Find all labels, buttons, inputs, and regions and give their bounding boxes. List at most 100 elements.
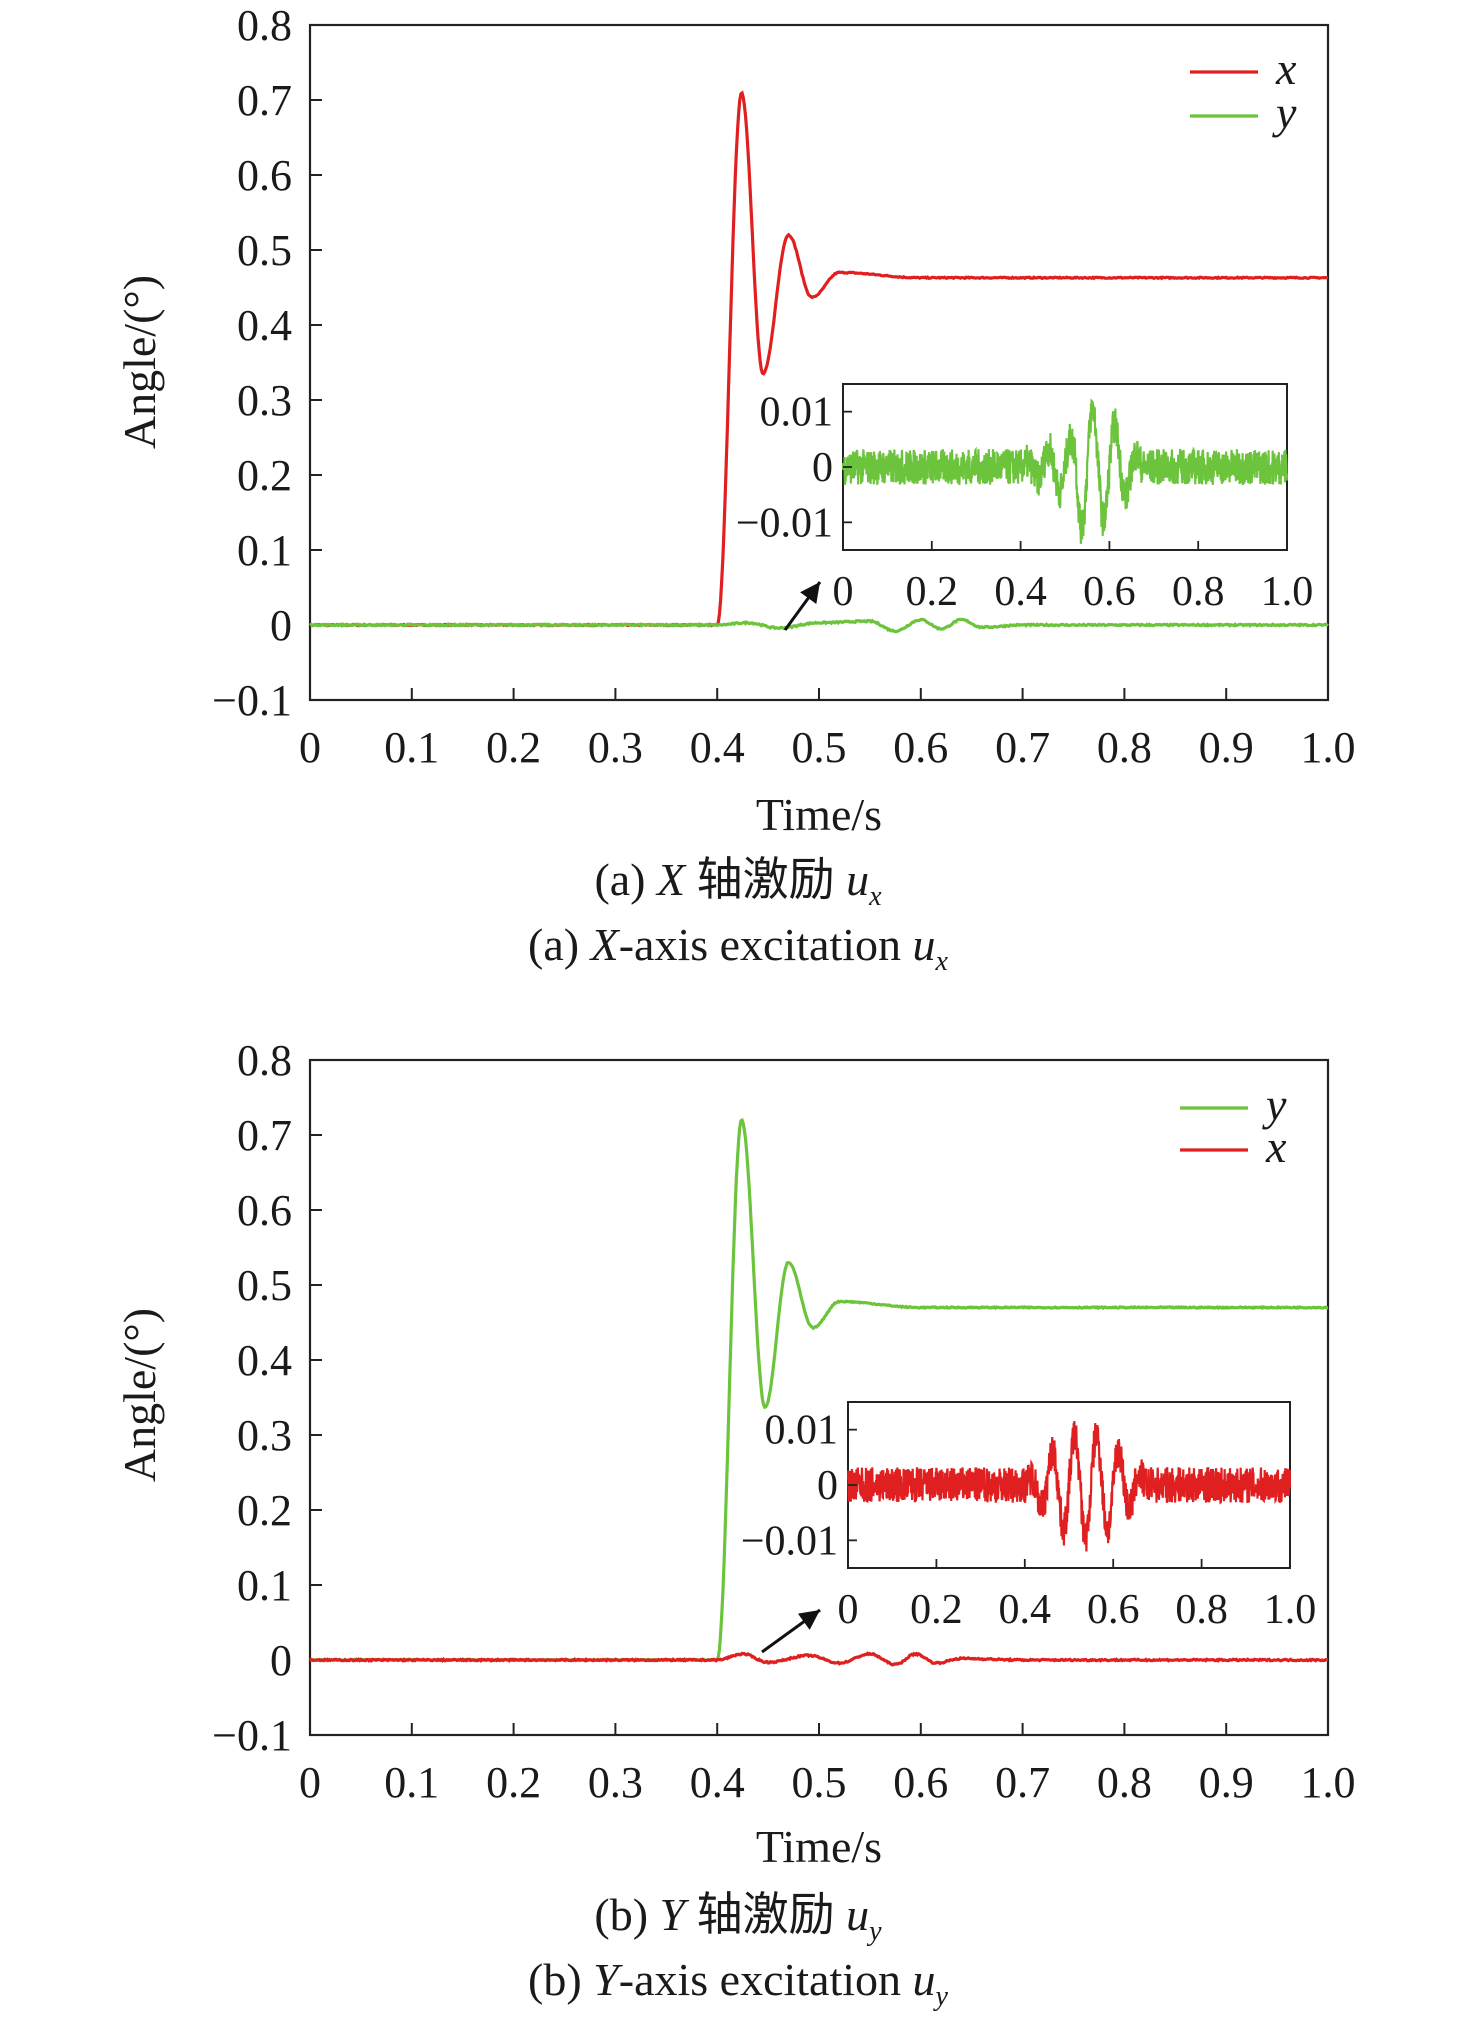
x-tick-label: 0 — [299, 723, 321, 772]
x-tick-label: 0.1 — [384, 1758, 439, 1807]
y-tick-label: 0.3 — [237, 1411, 292, 1460]
x-tick-label: 0.8 — [1097, 1758, 1152, 1807]
inset-x-tick-label: 0.8 — [1172, 569, 1225, 615]
x-tick-label: 0.2 — [486, 723, 541, 772]
legend-label-x: x — [1265, 1121, 1287, 1172]
inset-y-tick-label: 0 — [812, 445, 833, 491]
inset-y-tick-label: 0.01 — [765, 1408, 839, 1454]
inset-x-tick-label: 0 — [833, 569, 854, 615]
x-tick-label: 0.5 — [792, 723, 847, 772]
inset-x-tick-label: 1.0 — [1264, 1587, 1317, 1633]
y-tick-label: 0.8 — [237, 1036, 292, 1085]
inset-x-tick-label: 0.2 — [906, 569, 959, 615]
inset-y-tick-label: −0.01 — [736, 500, 833, 546]
series-line-y — [309, 1117, 1329, 1663]
caption-prefix: (b) — [594, 1889, 659, 1940]
inset-x-tick-label: 0.4 — [999, 1587, 1052, 1633]
inset-y-tick-label: 0.01 — [760, 390, 834, 436]
inset-series-line — [846, 1421, 1292, 1552]
y-tick-label: 0.5 — [237, 226, 292, 275]
y-tick-label: 0.6 — [237, 1186, 292, 1235]
inset-x-tick-label: 0.8 — [1175, 1587, 1228, 1633]
y-tick-label: 0 — [270, 601, 292, 650]
x-tick-label: 0.6 — [893, 723, 948, 772]
caption-var: u — [846, 854, 869, 905]
inset-x-tick-label: 0.6 — [1087, 1587, 1140, 1633]
legend: yx — [1180, 1079, 1287, 1172]
caption-var: u — [846, 1889, 869, 1940]
caption-sub: y — [933, 1981, 949, 2012]
series-line-y — [309, 617, 1329, 634]
y-tick-label: 0.7 — [237, 1111, 292, 1160]
arrow-head-icon — [797, 1610, 820, 1630]
inset-x-tick-label: 0.6 — [1083, 569, 1136, 615]
caption-sub: x — [935, 946, 949, 977]
y-tick-label: 0.8 — [237, 1, 292, 50]
y-tick-label: 0.4 — [237, 1336, 292, 1385]
caption-caption_cn: (a) X 轴激励 ux — [594, 854, 882, 912]
inset-chart: 0.010−0.010 0.2 0.4 0.6 0.8 1.0 — [736, 383, 1314, 615]
caption-var: u — [913, 919, 936, 970]
inset-x-tick-label: 0 — [838, 1587, 859, 1633]
x-tick-label: 1.0 — [1301, 1758, 1356, 1807]
x-tick-label: 0.6 — [893, 1758, 948, 1807]
caption-text: 轴激励 — [685, 1889, 846, 1940]
x-tick-label: 0.4 — [690, 1758, 745, 1807]
chart-b: −0.100.10.20.30.40.50.60.70.80 0.1 0.2 0.3 0… — [114, 1036, 1356, 2012]
x-tick-label: 0.2 — [486, 1758, 541, 1807]
y-tick-label: −0.1 — [212, 1711, 292, 1760]
caption-text: -axis excitation — [619, 919, 913, 970]
y-tick-label: −0.1 — [212, 676, 292, 725]
inset-x-tick-label: 1.0 — [1261, 569, 1314, 615]
y-axis-title: Angle/(°) — [114, 1308, 165, 1482]
x-tick-label: 0.9 — [1199, 1758, 1254, 1807]
caption-caption_en: (a) X-axis excitation ux — [528, 919, 948, 977]
y-tick-label: 0 — [270, 1636, 292, 1685]
plot-frame — [308, 1058, 1330, 1737]
y-tick-label: 0.1 — [237, 526, 292, 575]
inset-series-line — [841, 398, 1289, 544]
caption-axis: Y — [593, 1954, 623, 2005]
caption-text: -axis excitation — [619, 1954, 913, 2005]
caption-axis: X — [589, 919, 621, 970]
legend: xy — [1190, 43, 1297, 138]
legend-label-y: y — [1262, 1079, 1287, 1130]
caption-sub: x — [868, 881, 882, 912]
inset-y-tick-label: −0.01 — [741, 1518, 838, 1564]
arrow-head-icon — [800, 582, 820, 605]
y-tick-label: 0.6 — [237, 151, 292, 200]
caption-caption_en: (b) Y-axis excitation uy — [528, 1954, 949, 2012]
y-tick-label: 0.2 — [237, 1486, 292, 1535]
x-tick-label: 0.8 — [1097, 723, 1152, 772]
x-tick-label: 0.9 — [1199, 723, 1254, 772]
x-axis-title: Time/s — [756, 789, 882, 840]
y-tick-label: 0.3 — [237, 376, 292, 425]
x-tick-label: 0.3 — [588, 723, 643, 772]
legend-label-x: x — [1275, 43, 1297, 94]
caption-prefix: (a) — [528, 919, 591, 970]
caption-var: u — [913, 1954, 936, 2005]
x-tick-label: 0.7 — [995, 1758, 1050, 1807]
x-tick-label: 0.1 — [384, 723, 439, 772]
series-line-x — [308, 1651, 1328, 1667]
caption-sub: y — [866, 1916, 882, 1947]
caption-axis: X — [655, 854, 687, 905]
legend-label-y: y — [1272, 87, 1297, 138]
x-tick-label: 0 — [299, 1758, 321, 1807]
x-axis-title: Time/s — [756, 1821, 882, 1872]
inset-x-tick-label: 0.4 — [994, 569, 1047, 615]
y-tick-label: 0.5 — [237, 1261, 292, 1310]
y-tick-label: 0.7 — [237, 76, 292, 125]
x-tick-label: 0.5 — [792, 1758, 847, 1807]
caption-prefix: (b) — [528, 1954, 593, 2005]
inset-chart: 0.010−0.010 0.2 0.4 0.6 0.8 1.0 — [741, 1401, 1317, 1633]
y-tick-label: 0.1 — [237, 1561, 292, 1610]
caption-prefix: (a) — [594, 854, 657, 905]
y-tick-label: 0.2 — [237, 451, 292, 500]
caption-caption_cn: (b) Y 轴激励 uy — [594, 1889, 882, 1947]
chart-a: −0.100.10.20.30.40.50.60.70.80 0.1 0.2 0.3 0… — [114, 1, 1356, 977]
y-tick-label: 0.4 — [237, 301, 292, 350]
x-tick-label: 0.3 — [588, 1758, 643, 1807]
x-tick-label: 0.4 — [690, 723, 745, 772]
